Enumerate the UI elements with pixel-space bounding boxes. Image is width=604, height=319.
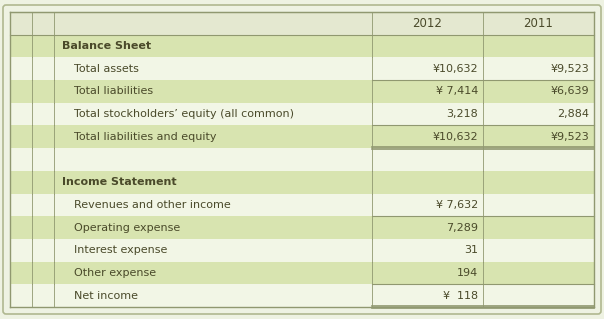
Text: ¥10,632: ¥10,632 [432, 64, 478, 74]
Bar [10, 35, 594, 57]
Text: 2012: 2012 [413, 17, 443, 30]
Bar [10, 103, 594, 125]
Text: Total liabilities: Total liabilities [74, 86, 153, 96]
Text: 2,884: 2,884 [557, 109, 589, 119]
Bar [10, 125, 594, 148]
Text: ¥10,632: ¥10,632 [432, 132, 478, 142]
Text: Revenues and other income: Revenues and other income [74, 200, 231, 210]
FancyBboxPatch shape [3, 5, 601, 314]
Text: 31: 31 [464, 245, 478, 255]
Text: Net income: Net income [74, 291, 138, 300]
Text: ¥6,639: ¥6,639 [550, 86, 589, 96]
Text: ¥  118: ¥ 118 [443, 291, 478, 300]
Text: Balance Sheet: Balance Sheet [62, 41, 152, 51]
Bar [10, 57, 594, 80]
Bar [10, 262, 594, 284]
Bar [10, 148, 594, 171]
Bar [10, 239, 594, 262]
Text: ¥9,523: ¥9,523 [550, 132, 589, 142]
Text: ¥ 7,632: ¥ 7,632 [436, 200, 478, 210]
Text: 3,218: 3,218 [446, 109, 478, 119]
Bar [10, 284, 594, 307]
Text: Income Statement: Income Statement [62, 177, 177, 187]
Text: Operating expense: Operating expense [74, 223, 181, 233]
Bar [10, 12, 594, 35]
Text: Other expense: Other expense [74, 268, 156, 278]
Bar [10, 171, 594, 194]
Text: Total assets: Total assets [74, 64, 140, 74]
Text: 7,289: 7,289 [446, 223, 478, 233]
Text: Total stockholders’ equity (all common): Total stockholders’ equity (all common) [74, 109, 294, 119]
Text: 2011: 2011 [524, 17, 553, 30]
Bar [10, 194, 594, 216]
Text: Total liabilities and equity: Total liabilities and equity [74, 132, 217, 142]
Text: 194: 194 [457, 268, 478, 278]
Text: Interest expense: Interest expense [74, 245, 168, 255]
Text: ¥9,523: ¥9,523 [550, 64, 589, 74]
Bar [10, 216, 594, 239]
Text: ¥ 7,414: ¥ 7,414 [435, 86, 478, 96]
Bar [10, 80, 594, 103]
